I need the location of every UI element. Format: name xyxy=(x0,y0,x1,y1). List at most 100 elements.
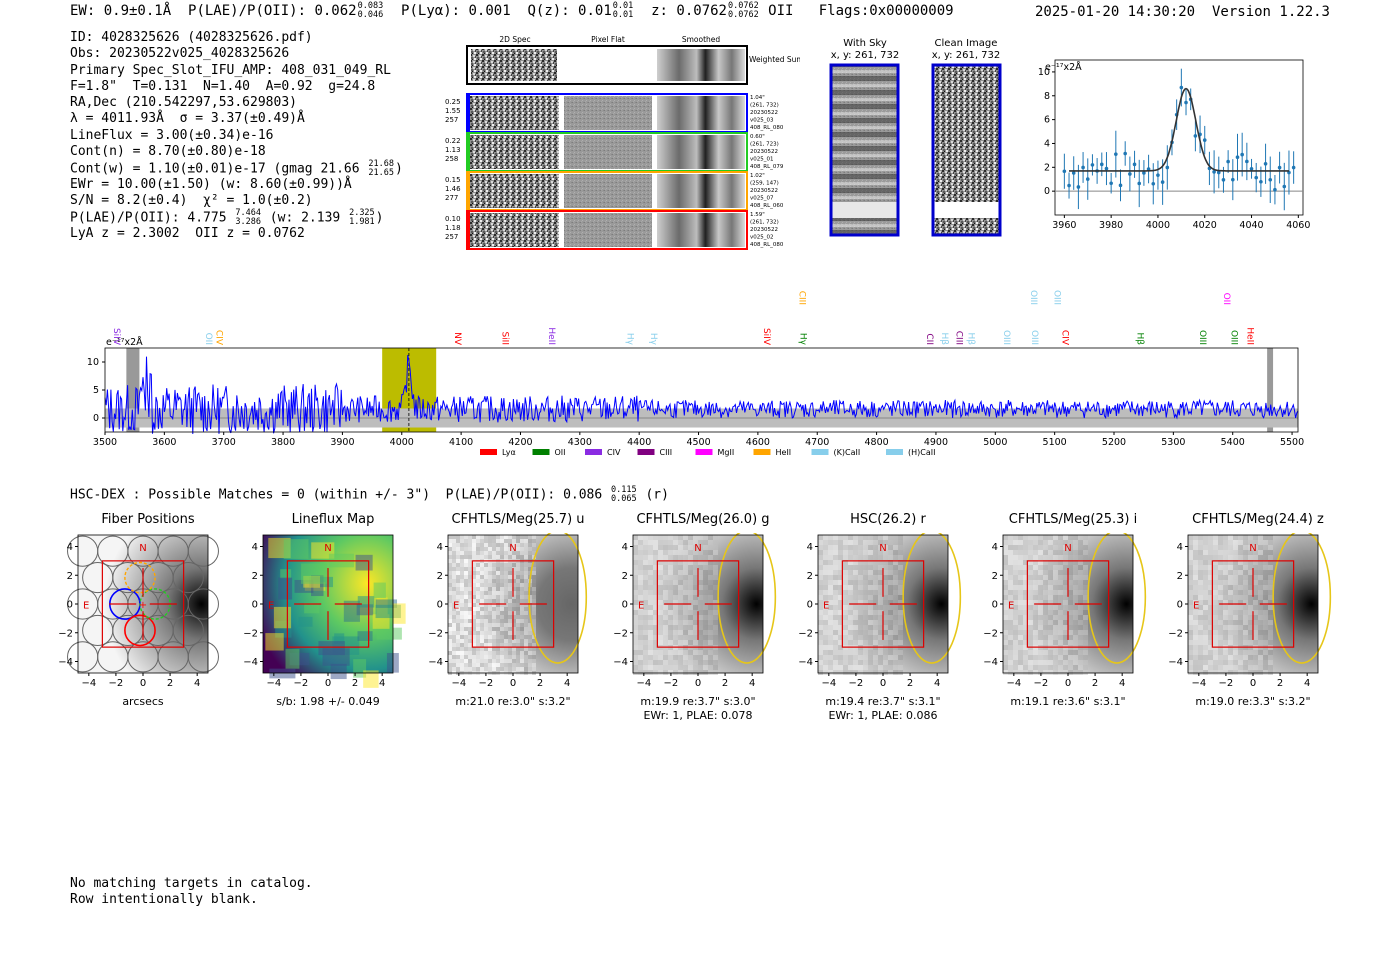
plae2-end: ) xyxy=(375,210,384,226)
panel-xtick-label: 4 xyxy=(1119,678,1125,689)
pixel xyxy=(1258,595,1263,600)
pixel xyxy=(512,599,516,603)
stamp-smoothed xyxy=(657,213,745,247)
pixel xyxy=(1068,630,1073,635)
pixel xyxy=(1198,600,1203,605)
panel-ytick-label: −2 xyxy=(243,628,258,639)
pixel xyxy=(1213,580,1218,585)
pixel xyxy=(653,635,658,640)
pixel xyxy=(1188,545,1193,550)
pixel xyxy=(1033,640,1038,645)
pixel xyxy=(878,655,883,660)
pixel xyxy=(1033,665,1038,670)
pixel xyxy=(683,545,688,550)
pixel xyxy=(843,585,848,590)
panel-ytick-label: 2 xyxy=(1177,571,1183,582)
pixel xyxy=(658,615,663,620)
pixel xyxy=(678,545,683,550)
pixel xyxy=(1083,570,1088,575)
pixel xyxy=(843,615,848,620)
pixel xyxy=(520,591,524,595)
pixel xyxy=(1213,570,1218,575)
pixel xyxy=(1193,665,1198,670)
pixel xyxy=(1253,575,1258,580)
pixel xyxy=(1188,665,1193,670)
pixel xyxy=(893,585,898,590)
pixel xyxy=(638,540,643,545)
pixel xyxy=(863,555,868,560)
pixel xyxy=(1268,540,1273,545)
pixel xyxy=(838,610,843,615)
pixel xyxy=(888,535,893,540)
pixel xyxy=(658,600,663,605)
pixel xyxy=(633,615,638,620)
pixel xyxy=(452,659,456,663)
pixel xyxy=(1073,650,1078,655)
pixel xyxy=(1248,610,1253,615)
pixel xyxy=(472,595,476,599)
pixel xyxy=(504,591,508,595)
pixel xyxy=(476,587,480,591)
pixel xyxy=(698,535,703,540)
pixel xyxy=(843,545,848,550)
pixel xyxy=(698,670,703,675)
pixel xyxy=(1198,650,1203,655)
pixel xyxy=(648,635,653,640)
pixel xyxy=(1018,535,1023,540)
pixel xyxy=(1048,635,1053,640)
pixel xyxy=(520,611,524,615)
pixel xyxy=(1018,590,1023,595)
pixel xyxy=(708,540,713,545)
pixel xyxy=(448,579,452,583)
pixel xyxy=(492,571,496,575)
pixel xyxy=(708,630,713,635)
pixel xyxy=(888,650,893,655)
pixel xyxy=(688,590,693,595)
pixel xyxy=(1268,535,1273,540)
aperture-box xyxy=(101,560,185,648)
pixel xyxy=(1198,535,1203,540)
pixel xyxy=(668,590,673,595)
pixel xyxy=(1073,610,1078,615)
pixel xyxy=(878,555,883,560)
pixel xyxy=(496,619,500,623)
pixel xyxy=(1203,535,1208,540)
pixel xyxy=(528,543,532,547)
pixel xyxy=(484,631,488,635)
pixel xyxy=(524,567,528,571)
pixel xyxy=(512,627,516,631)
pixel xyxy=(1263,565,1268,570)
pixel xyxy=(1263,640,1268,645)
pixel xyxy=(663,610,668,615)
pixel xyxy=(1063,550,1068,555)
pixel xyxy=(1253,555,1258,560)
stamp-pixelflat xyxy=(564,135,652,169)
pixel xyxy=(1043,575,1048,580)
pixel xyxy=(1233,655,1238,660)
pixel xyxy=(464,663,468,667)
pixel xyxy=(1193,595,1198,600)
pixel xyxy=(668,660,673,665)
pixel xyxy=(504,643,508,647)
pixel xyxy=(504,627,508,631)
pixel xyxy=(520,631,524,635)
pixel xyxy=(883,560,888,565)
pixel xyxy=(1188,620,1193,625)
pixel xyxy=(878,615,883,620)
zoom-point xyxy=(1212,170,1216,174)
pixel xyxy=(504,535,508,539)
pixel xyxy=(1208,590,1213,595)
pixel xyxy=(1028,535,1033,540)
pixel xyxy=(1023,660,1028,665)
pixel xyxy=(633,655,638,660)
pixel xyxy=(853,620,858,625)
pixel xyxy=(1018,605,1023,610)
datetime-version: 2025-01-20 14:30:20 Version 1.22.3 xyxy=(1035,4,1330,20)
pixel xyxy=(1008,640,1013,645)
pixel xyxy=(1033,550,1038,555)
pixel xyxy=(1213,575,1218,580)
info-wave: λ = 4011.93Å σ = 3.37(±0.49)Å xyxy=(70,111,305,127)
pixel xyxy=(1208,575,1213,580)
pixel xyxy=(1243,615,1248,620)
pixel xyxy=(512,643,516,647)
